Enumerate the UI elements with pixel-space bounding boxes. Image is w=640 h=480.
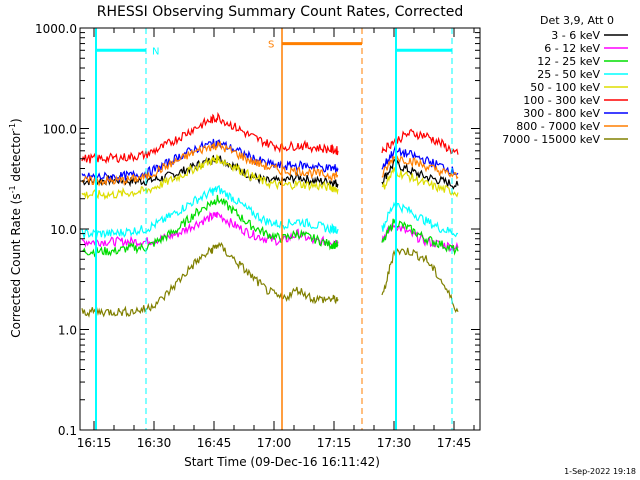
legend-entry-label: 12 - 25 keV — [537, 55, 600, 68]
series-lines — [81, 111, 459, 318]
y-axis-label-sup1: -1 — [8, 185, 17, 193]
x-tick-label: 17:45 — [437, 436, 472, 450]
series-line — [81, 140, 339, 187]
x-tick-label: 17:00 — [257, 436, 292, 450]
series-line — [381, 159, 459, 190]
y-tick-label: 100.0 — [43, 123, 77, 137]
legend-header: Det 3,9, Att 0 — [540, 14, 614, 27]
night-label: N — [152, 46, 159, 57]
series-line — [381, 201, 459, 238]
chart-title: RHESSI Observing Summary Count Rates, Co… — [97, 4, 463, 20]
y-axis-label-part3: ) — [9, 118, 23, 123]
legend-entry-label: 7000 - 15000 keV — [502, 133, 600, 146]
y-tick-label: 0.1 — [58, 424, 77, 438]
legend-entry-label: 50 - 100 keV — [530, 81, 600, 94]
series-line — [381, 167, 459, 198]
x-tick-label: 16:15 — [77, 436, 112, 450]
x-tick-label: 17:30 — [377, 436, 412, 450]
series-line — [381, 222, 459, 253]
y-axis-label-part2: detector — [9, 131, 23, 186]
series-line — [381, 155, 459, 180]
series-line — [81, 194, 339, 258]
region-markers: NS — [95, 28, 453, 430]
series-line — [81, 111, 339, 165]
y-tick-label: 10.0 — [50, 223, 77, 237]
x-axis-label: Start Time (09-Dec-16 16:11:42) — [184, 455, 380, 469]
x-tick-label: 17:15 — [317, 436, 352, 450]
legend-entry-label: 100 - 300 keV — [523, 94, 600, 107]
legend-entry-label: 300 - 800 keV — [523, 107, 600, 120]
y-axis-label: Corrected Count Rate (s-1 detector-1) — [8, 118, 23, 337]
footer-timestamp: 1-Sep-2022 19:18 — [564, 467, 636, 476]
y-axis-label-sup2: -1 — [8, 123, 17, 131]
series-line — [81, 154, 339, 201]
x-tick-label: 16:45 — [197, 436, 232, 450]
legend-entry-label: 800 - 7000 keV — [516, 120, 600, 133]
series-line — [381, 128, 459, 155]
series-line — [81, 184, 339, 239]
y-axis-label-part1: Corrected Count Rate (s — [9, 193, 23, 337]
series-line — [381, 218, 459, 256]
x-tick-label: 16:30 — [137, 436, 172, 450]
saa-label: S — [268, 40, 274, 51]
legend-entry-label: 25 - 50 keV — [537, 68, 600, 81]
plot-axes: 1000.0 100.0 10.0 1.0 0.116:15 16:30 16:45 17:0… — [35, 22, 481, 450]
legend-entry-label: 3 - 6 keV — [551, 29, 600, 42]
y-tick-label: 1000.0 — [35, 22, 77, 36]
series-line — [81, 241, 339, 318]
legend-entry-label: 6 - 12 keV — [544, 42, 600, 55]
y-tick-label: 1.0 — [58, 324, 77, 338]
series-line — [381, 247, 459, 314]
